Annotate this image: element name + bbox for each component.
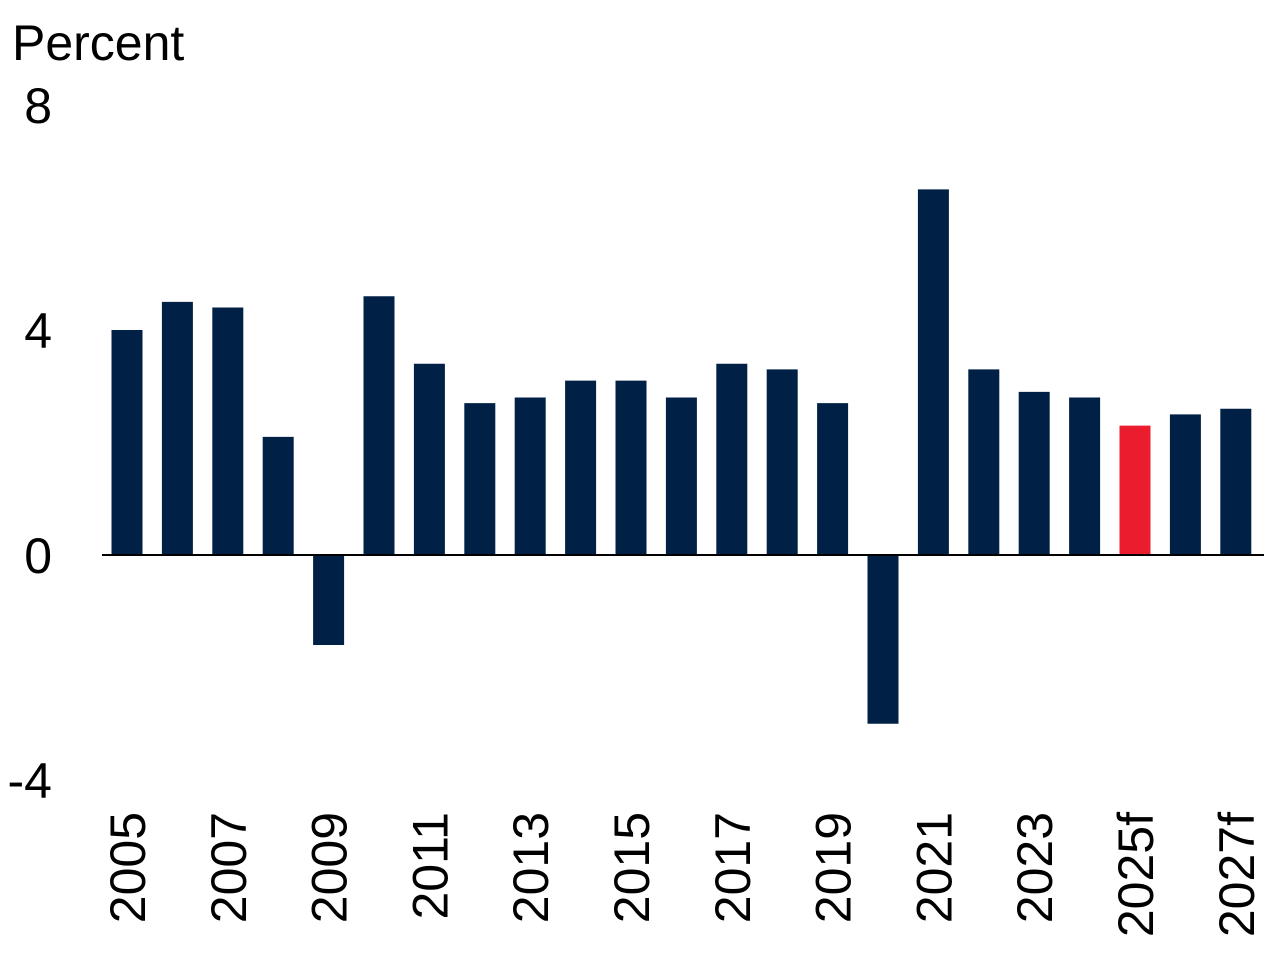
x-tick-label: 2019 [806, 812, 862, 923]
x-tick-label: 2025f [1108, 812, 1164, 937]
x-axis-ticks: 2005 2007 2009 2011 2013 2015 2017 2019 2021 2023… [100, 812, 1265, 937]
bar-2022 [968, 369, 1000, 555]
y-axis-label: Percent [12, 15, 184, 71]
bar-2018 [766, 369, 798, 555]
y-tick-label: 0 [24, 528, 52, 584]
bar-2010 [363, 296, 395, 555]
y-tick-label: 4 [24, 303, 52, 359]
y-tick-label: 8 [24, 78, 52, 134]
bar-2011 [413, 363, 445, 555]
x-tick-label: 2007 [201, 812, 257, 923]
x-tick-label: 2013 [503, 812, 559, 923]
bar-2009 [313, 555, 345, 645]
bar-2027f [1220, 408, 1252, 555]
bar-2012 [464, 403, 496, 555]
x-tick-label: 2021 [906, 812, 962, 923]
bar-2014 [565, 380, 597, 555]
x-tick-label: 2015 [604, 812, 660, 923]
bar-2019 [817, 403, 849, 555]
x-tick-label: 2027f [1209, 812, 1265, 937]
bar-2008 [262, 436, 294, 555]
bar-2023 [1018, 391, 1050, 555]
bar-2015 [615, 380, 647, 555]
x-tick-label: 2017 [705, 812, 761, 923]
bar-2021 [917, 189, 949, 555]
x-tick-label: 2011 [402, 812, 458, 920]
bar-2016 [665, 397, 697, 555]
y-tick-label: -4 [8, 753, 52, 809]
x-tick-label: 2005 [100, 812, 156, 923]
bar-2024 [1069, 397, 1101, 555]
bar-2013 [514, 397, 546, 555]
bar-2006 [161, 301, 193, 555]
bar-2017 [716, 363, 748, 555]
x-tick-label: 2009 [302, 812, 358, 923]
bar-2007 [212, 307, 244, 555]
bar-2005 [111, 330, 143, 555]
bar-2026f [1169, 414, 1201, 555]
bar-2020 [867, 555, 899, 724]
y-axis-ticks: 8 4 0 -4 [8, 78, 52, 809]
bar-2025f [1119, 425, 1151, 555]
x-tick-label: 2023 [1007, 812, 1063, 923]
bars [111, 189, 1252, 724]
